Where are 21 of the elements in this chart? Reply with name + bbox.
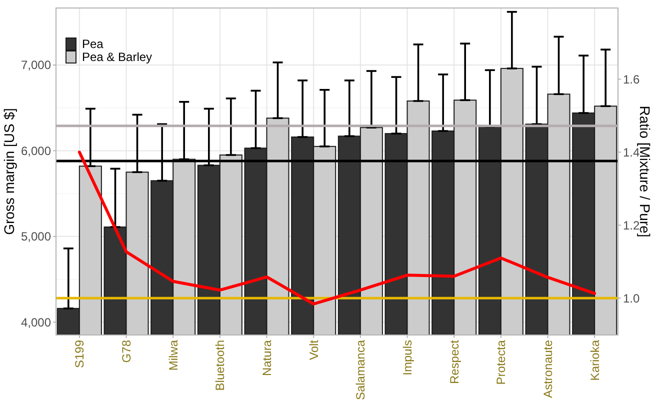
x-tick-label: Volt: [306, 339, 321, 360]
x-tick-label: Impuls: [400, 340, 414, 376]
x-tick-label: Salamanca: [354, 340, 368, 400]
y-tick-label: 5,000: [20, 230, 52, 244]
legend-label: Pea & Barley: [82, 50, 152, 64]
x-tick-label: S199: [72, 340, 87, 368]
y-tick-label: 6,000: [20, 144, 52, 158]
legend-label: Pea: [82, 37, 104, 52]
x-tick-label: Astronaute: [540, 340, 555, 398]
y2-tick-label: 1.0: [623, 291, 640, 306]
x-tick-label: Respect: [447, 339, 462, 384]
x-tick-label: G78: [119, 340, 134, 363]
x-tick-label: Milwa: [166, 340, 180, 371]
y2-tick-label: 1.6: [623, 72, 640, 86]
x-tick-label: Bluetooth: [213, 340, 228, 391]
y-tick-label: 4,000: [20, 315, 52, 330]
y-tick-label: 7,000: [20, 58, 52, 72]
y-axis-title: Gross margin [US $]: [1, 108, 17, 235]
x-tick-label: Protecta: [494, 340, 508, 385]
x-tick-label: Natura: [260, 340, 274, 376]
x-tick-label: Karioka: [588, 340, 602, 381]
